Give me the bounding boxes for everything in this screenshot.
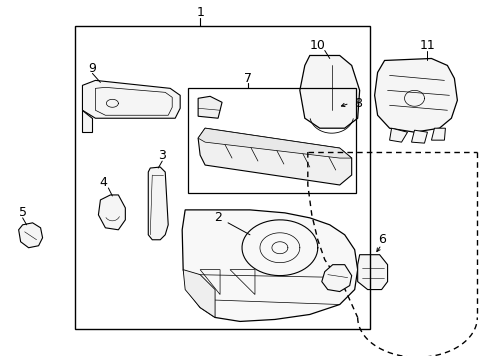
Polygon shape bbox=[198, 128, 351, 158]
Polygon shape bbox=[18, 223, 43, 248]
Text: 7: 7 bbox=[243, 72, 252, 85]
Polygon shape bbox=[198, 128, 351, 185]
Text: 4: 4 bbox=[99, 176, 107, 190]
Polygon shape bbox=[321, 265, 351, 292]
Polygon shape bbox=[82, 80, 180, 118]
Polygon shape bbox=[198, 96, 222, 118]
Polygon shape bbox=[410, 130, 426, 143]
Text: 5: 5 bbox=[18, 206, 27, 219]
Text: 9: 9 bbox=[88, 62, 96, 75]
Text: 3: 3 bbox=[158, 149, 166, 162]
Polygon shape bbox=[389, 128, 407, 142]
Polygon shape bbox=[357, 255, 387, 290]
Bar bbox=[188, 88, 355, 193]
Polygon shape bbox=[182, 210, 357, 321]
Polygon shape bbox=[148, 167, 168, 240]
Polygon shape bbox=[317, 97, 339, 115]
Text: 2: 2 bbox=[214, 211, 222, 224]
Polygon shape bbox=[299, 55, 359, 128]
Polygon shape bbox=[82, 110, 92, 132]
Text: 8: 8 bbox=[353, 97, 361, 110]
Polygon shape bbox=[431, 128, 444, 140]
Text: 1: 1 bbox=[196, 6, 204, 19]
Text: 10: 10 bbox=[309, 39, 325, 52]
Polygon shape bbox=[183, 270, 214, 317]
Polygon shape bbox=[374, 59, 456, 132]
Text: 6: 6 bbox=[377, 233, 385, 246]
Bar bbox=[76, 26, 369, 330]
Polygon shape bbox=[98, 195, 125, 230]
Text: 11: 11 bbox=[419, 39, 435, 52]
